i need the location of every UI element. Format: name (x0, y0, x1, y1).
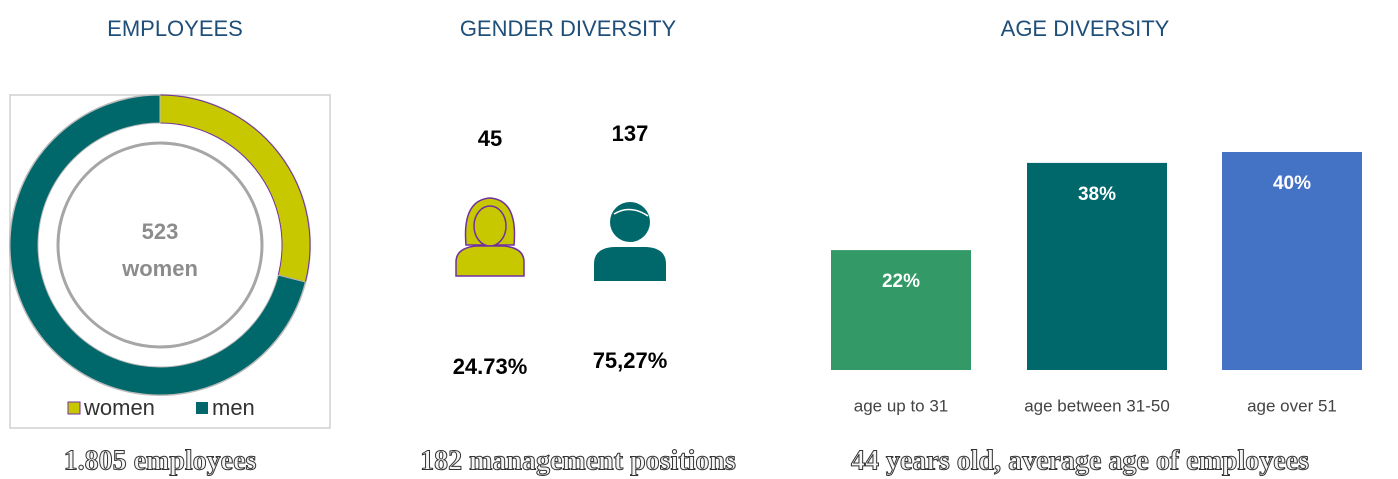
panel-title: GENDER DIVERSITY (460, 16, 677, 41)
category-label: age over 51 (1247, 396, 1337, 415)
panel-caption: 182 management positions (420, 445, 736, 476)
panel-title: EMPLOYEES (107, 16, 243, 41)
category-label: age between 31-50 (1024, 396, 1170, 415)
bar (831, 250, 971, 370)
legend-label: women (83, 395, 155, 420)
head (473, 205, 507, 247)
body (594, 247, 666, 281)
share-label: 24.73% (453, 354, 528, 379)
legend-swatch (196, 402, 208, 414)
man-icon (594, 202, 666, 281)
inner-ring (56, 141, 264, 349)
center-sublabel: women (121, 256, 198, 281)
count-label: 45 (478, 126, 502, 151)
legend-swatch (67, 401, 81, 415)
panel-caption: 1.805 employees (64, 445, 257, 476)
legend-label: men (212, 395, 255, 420)
category-label: age up to 31 (854, 396, 949, 415)
donut-segment (9, 94, 306, 396)
hairline (613, 208, 649, 217)
share-label: 75,27% (593, 348, 668, 373)
value-label: 38% (1078, 184, 1116, 205)
panel-caption: 44 years old, average age of employees (851, 445, 1309, 476)
value-label: 40% (1273, 173, 1311, 194)
woman-icon (455, 197, 525, 277)
head (610, 202, 650, 242)
panel-title: AGE DIVERSITY (1001, 16, 1170, 41)
count-label: 137 (612, 121, 649, 146)
bar (1222, 152, 1362, 370)
value-label: 22% (882, 271, 920, 292)
body (455, 245, 525, 277)
center-label: 523 (142, 219, 179, 244)
bar (1027, 162, 1167, 370)
